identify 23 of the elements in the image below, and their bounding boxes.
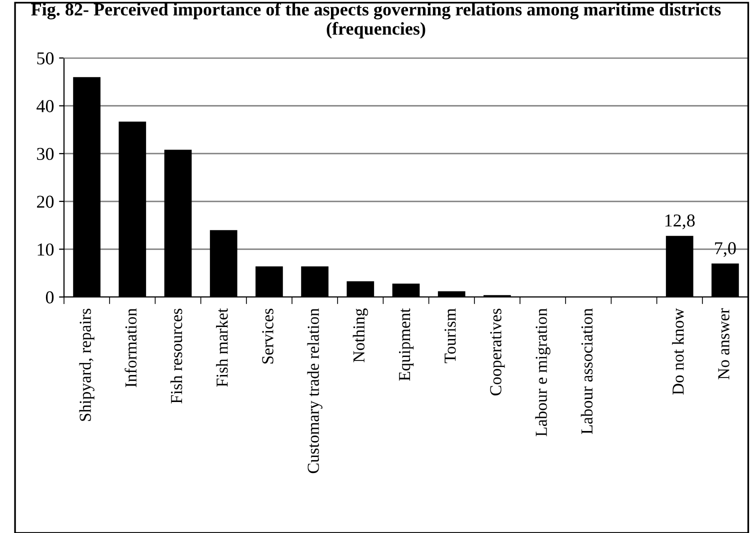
- data-label: 7,0: [715, 242, 736, 257]
- chart-title: Fig. 82- Perceived importance of the aspects governing relations among maritime districts (frequencies): [31, 2, 721, 38]
- x-tick-label: Nothing: [352, 308, 368, 362]
- x-tick-label: Do not know: [672, 308, 684, 395]
- y-tick-label: 40: [36, 100, 54, 112]
- x-tick-label: Fish market: [216, 308, 228, 387]
- x-tick-label: Customary trade relation: [307, 308, 322, 474]
- y-tick-label: 20: [37, 196, 54, 208]
- y-tick-label: 0: [46, 291, 54, 304]
- y-tick-label: 30: [37, 148, 54, 160]
- x-tick-label: Fish resources: [170, 308, 182, 404]
- y-tick-label: 50: [37, 52, 54, 64]
- x-tick-label: Tourism: [444, 308, 456, 364]
- x-tick-label: Services: [262, 308, 274, 364]
- data-label: 12,8: [665, 214, 695, 230]
- x-tick-label: No answer: [718, 308, 730, 380]
- x-tick-label: Cooperatives: [490, 308, 505, 396]
- x-tick-label: Labour e migration: [535, 308, 550, 436]
- x-tick-label: Equipment: [398, 308, 414, 381]
- x-tick-label: Information: [124, 308, 137, 388]
- x-tick-label: Labour association: [580, 308, 593, 434]
- y-tick-label: 10: [38, 243, 54, 256]
- x-tick-label: Shipyard, repairs: [79, 308, 94, 421]
